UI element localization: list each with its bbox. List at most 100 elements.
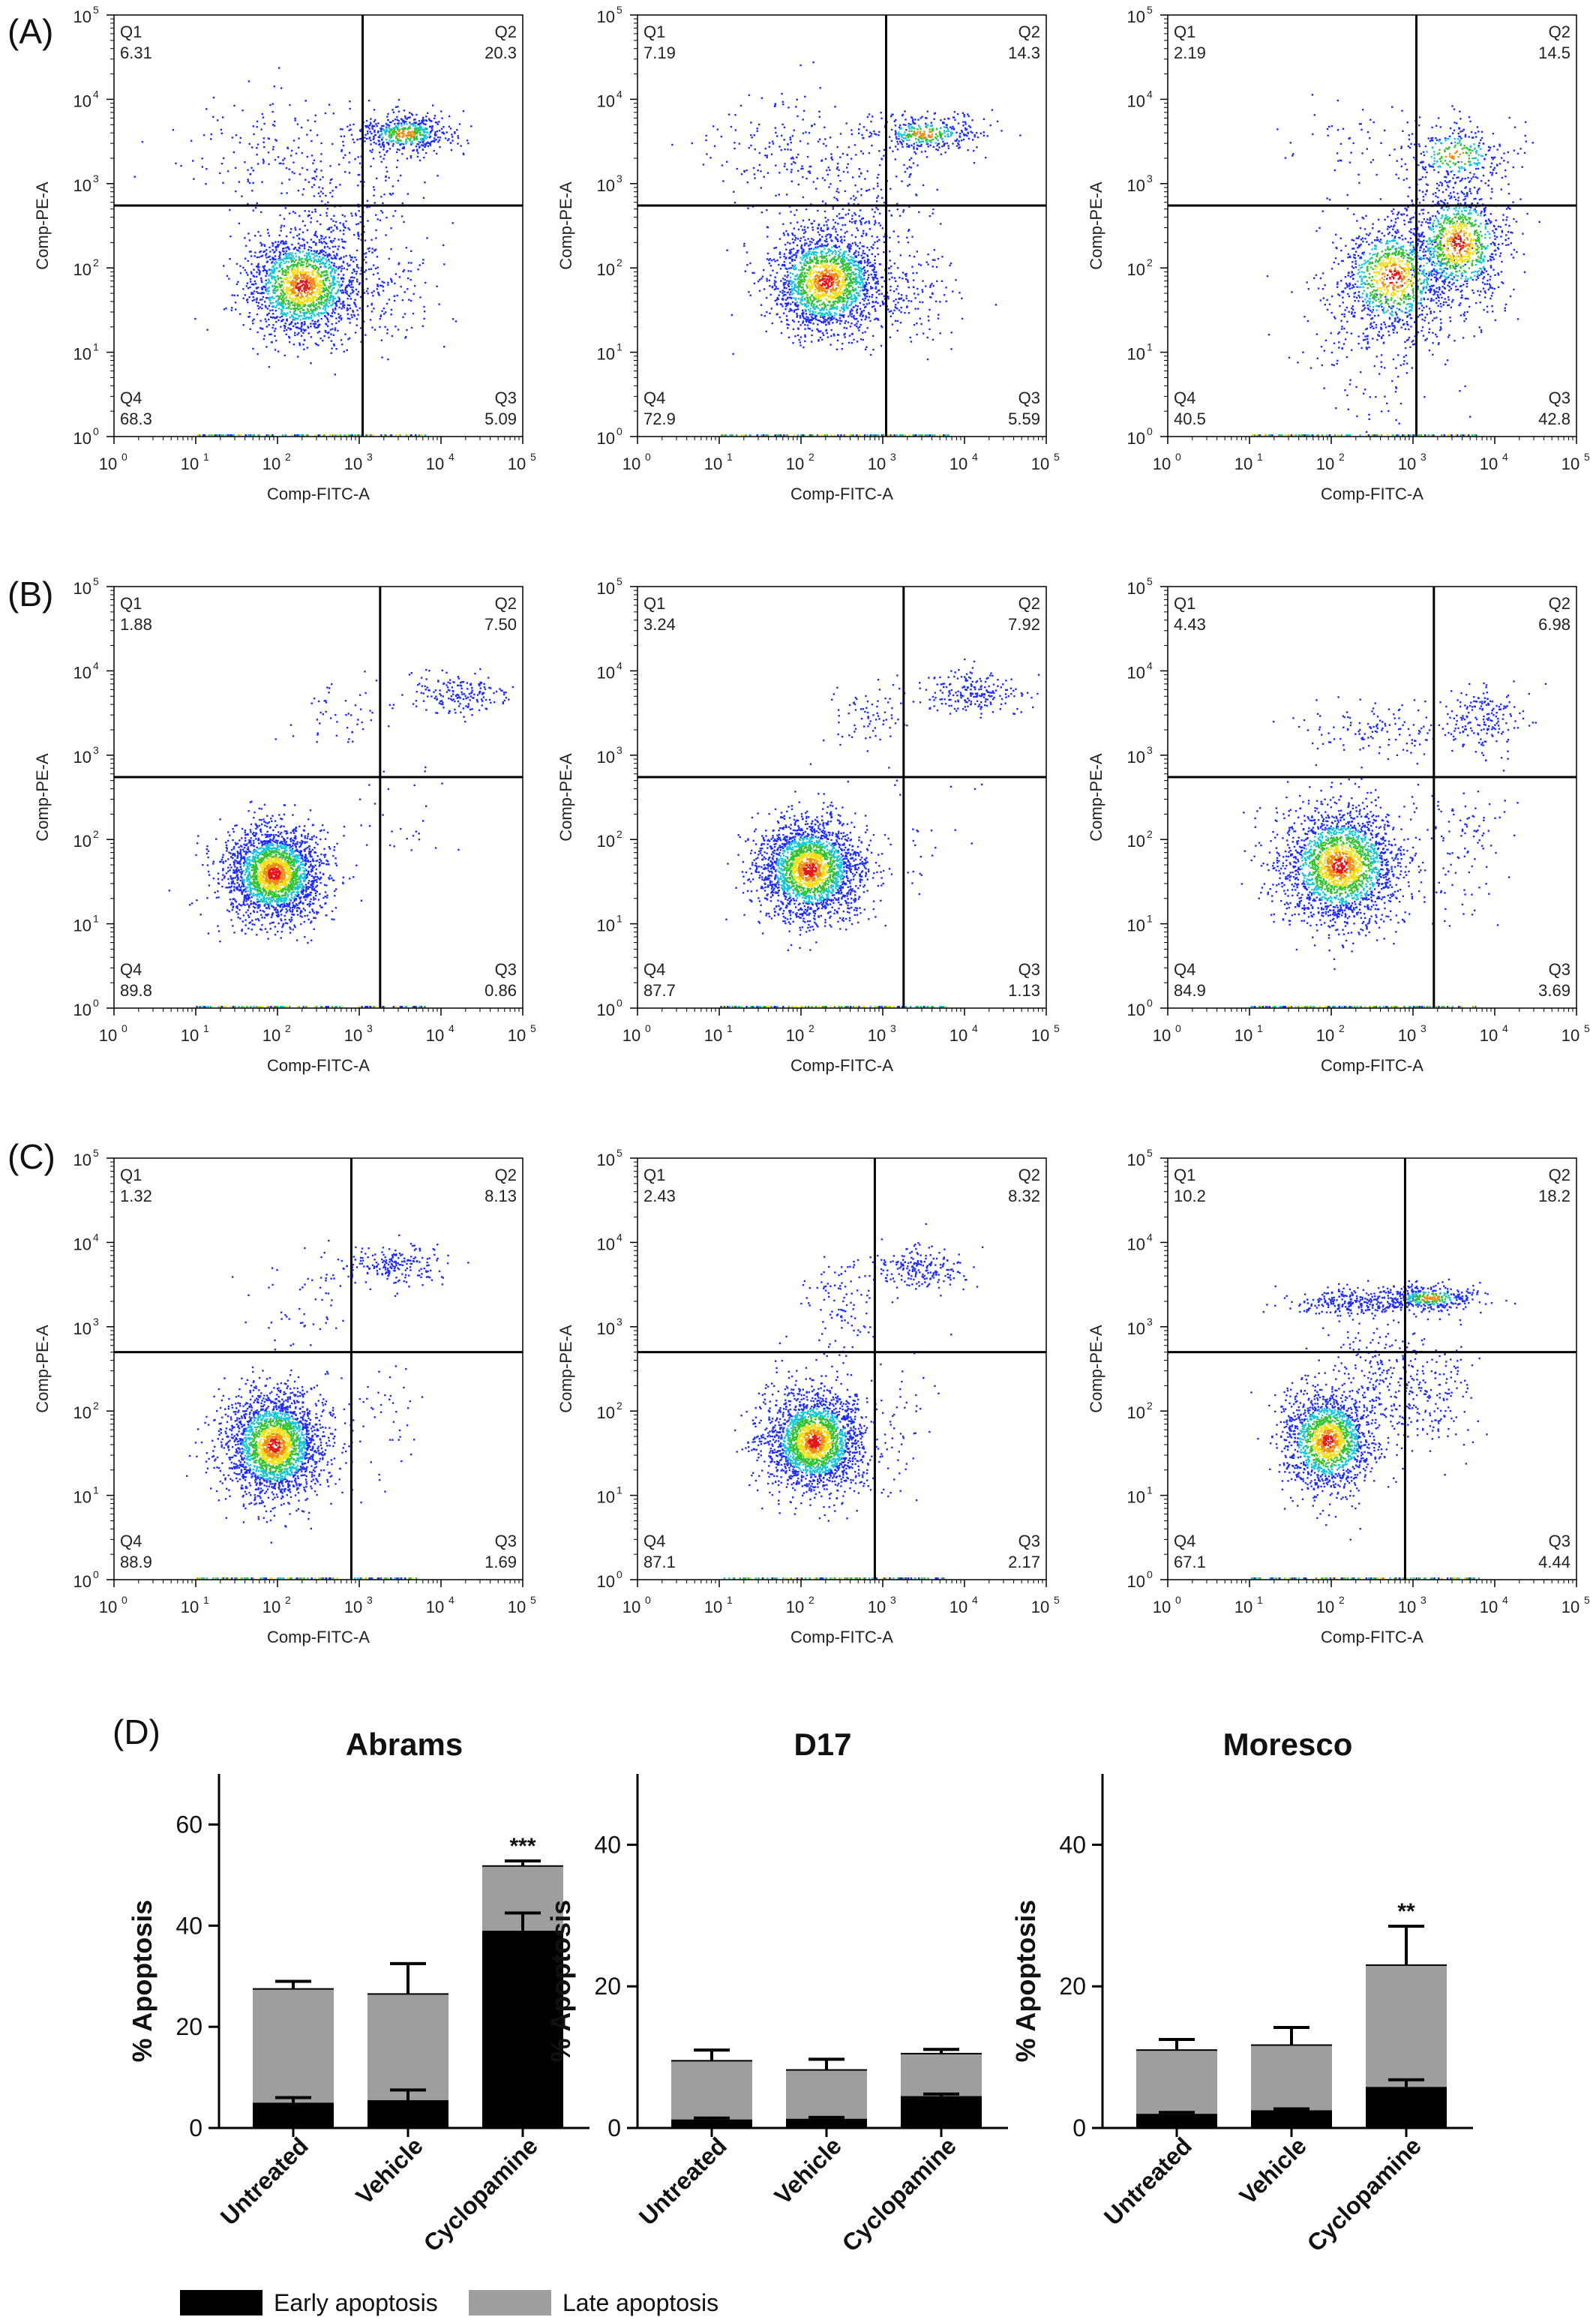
x-tick-label: 10 <box>508 455 526 473</box>
y-tick-label: 40 <box>176 1912 202 1939</box>
y-tick-label: 10 <box>1127 663 1145 682</box>
x-tick-exponent: 4 <box>1502 451 1508 463</box>
quadrant-q2-value: 14.5 <box>1538 44 1570 62</box>
y-tick-label: 10 <box>1127 429 1145 448</box>
y-tick-label: 10 <box>74 1001 92 1019</box>
quadrant-q3-value: 42.8 <box>1538 410 1570 428</box>
y-tick-exponent: 4 <box>616 1231 622 1243</box>
x-tick-exponent: 1 <box>1257 451 1263 463</box>
quadrant-q3-label: Q3 <box>495 960 517 979</box>
quadrant-q2-value: 8.13 <box>484 1187 517 1205</box>
x-tick-exponent: 3 <box>1420 1594 1426 1606</box>
event-dots <box>134 67 472 436</box>
x-tick-label: 10 <box>181 455 199 473</box>
bar-late-vehicle <box>1251 2045 1332 2111</box>
y-tick-label: 10 <box>597 579 615 598</box>
quadrant-q1-label: Q1 <box>644 1166 665 1184</box>
y-tick-label: 0 <box>608 2114 621 2141</box>
x-tick-exponent: 2 <box>808 1594 814 1606</box>
plot-frame <box>1168 15 1576 437</box>
x-tick-exponent: 5 <box>1054 1022 1060 1034</box>
y-tick-label: 10 <box>597 345 615 364</box>
y-tick-label: 10 <box>597 176 615 195</box>
event-dots <box>1252 94 1540 436</box>
y-tick-label: 10 <box>597 8 615 26</box>
quadrant-q4-label: Q4 <box>120 1532 142 1550</box>
category-label-cyclopamine: Cyclopamine <box>1302 2132 1426 2256</box>
quadrant-q1-label: Q1 <box>120 1166 142 1184</box>
y-tick-label: 10 <box>1127 579 1145 598</box>
quadrant-q3-label: Q3 <box>1018 1532 1040 1550</box>
x-axis-title: Comp-FITC-A <box>790 1628 893 1646</box>
x-tick-exponent: 3 <box>890 451 896 463</box>
x-tick-exponent: 0 <box>1175 451 1181 463</box>
y-tick-exponent: 1 <box>616 341 622 353</box>
x-tick-exponent: 3 <box>367 451 373 463</box>
row-label-d: (D) <box>112 1712 160 1751</box>
x-tick-exponent: 2 <box>285 1022 291 1034</box>
quadrant-q3-value: 5.09 <box>484 410 517 428</box>
y-tick-exponent: 5 <box>616 4 622 16</box>
y-tick-exponent: 2 <box>93 257 99 269</box>
x-tick-label: 10 <box>1562 455 1580 473</box>
quadrant-q4-value: 87.7 <box>644 981 676 1000</box>
x-tick-label: 10 <box>868 1598 886 1616</box>
row-label-a: (A) <box>8 12 53 51</box>
x-tick-label: 10 <box>1031 455 1049 473</box>
plot-frame <box>114 587 523 1008</box>
x-tick-label: 10 <box>1480 455 1498 473</box>
y-tick-exponent: 2 <box>1147 828 1153 840</box>
y-tick-exponent: 4 <box>616 659 622 671</box>
quadrant-q3-label: Q3 <box>495 389 517 407</box>
y-tick-label: 20 <box>1059 1973 1086 2000</box>
y-axis-title: % Apoptosis <box>1010 1900 1041 2063</box>
y-tick-exponent: 0 <box>1147 997 1153 1009</box>
quadrant-q2-value: 6.98 <box>1538 615 1570 634</box>
y-tick-exponent: 2 <box>616 257 622 269</box>
legend-label: Early apoptosis <box>274 2289 438 2316</box>
quadrant-q1-value: 1.88 <box>120 615 152 634</box>
x-tick-exponent: 5 <box>530 1022 536 1034</box>
quadrant-q1-value: 2.19 <box>1174 44 1206 62</box>
row-label-c: (C) <box>8 1137 56 1176</box>
x-tick-label: 10 <box>1316 1026 1334 1045</box>
y-tick-exponent: 4 <box>93 659 99 671</box>
y-tick-label: 10 <box>597 429 615 448</box>
significance-marker: *** <box>509 1834 536 1859</box>
x-axis-title: Comp-FITC-A <box>267 1628 370 1646</box>
category-label-vehicle: Vehicle <box>351 2132 428 2209</box>
y-tick-label: 20 <box>176 2013 202 2040</box>
x-tick-label: 10 <box>786 1598 804 1616</box>
quadrant-q4-value: 87.1 <box>644 1553 676 1571</box>
y-axis-title: Comp-PE-A <box>556 182 575 270</box>
y-tick-exponent: 0 <box>616 1568 622 1580</box>
x-tick-label: 10 <box>1316 455 1334 473</box>
y-tick-label: 10 <box>1127 1403 1145 1422</box>
legend-label: Late apoptosis <box>562 2289 718 2316</box>
x-tick-label: 10 <box>426 1598 444 1616</box>
x-tick-exponent: 5 <box>1584 451 1590 463</box>
x-tick-exponent: 4 <box>1502 1594 1508 1606</box>
y-tick-exponent: 5 <box>1147 4 1153 16</box>
y-axis-title: Comp-PE-A <box>33 182 52 270</box>
x-tick-label: 10 <box>99 455 117 473</box>
event-dots <box>1241 680 1546 1007</box>
quadrant-q4-label: Q4 <box>1174 960 1196 979</box>
y-axis-title: Comp-PE-A <box>556 1325 575 1413</box>
bar-early-untreated <box>671 2120 752 2128</box>
y-tick-exponent: 1 <box>1147 913 1153 925</box>
bar-chart-title: Abrams <box>346 1727 463 1762</box>
x-tick-exponent: 3 <box>1420 451 1426 463</box>
y-tick-label: 10 <box>597 92 615 110</box>
y-axis-title: Comp-PE-A <box>33 1325 52 1413</box>
x-tick-label: 10 <box>508 1598 526 1616</box>
y-tick-label: 10 <box>74 429 92 448</box>
y-tick-label: 10 <box>74 1319 92 1338</box>
y-tick-exponent: 0 <box>616 997 622 1009</box>
x-tick-label: 10 <box>1031 1598 1049 1616</box>
plot-frame <box>114 15 523 437</box>
quadrant-q1-label: Q1 <box>120 23 142 41</box>
legend-swatch <box>180 2290 262 2315</box>
y-tick-exponent: 1 <box>1147 1484 1153 1496</box>
